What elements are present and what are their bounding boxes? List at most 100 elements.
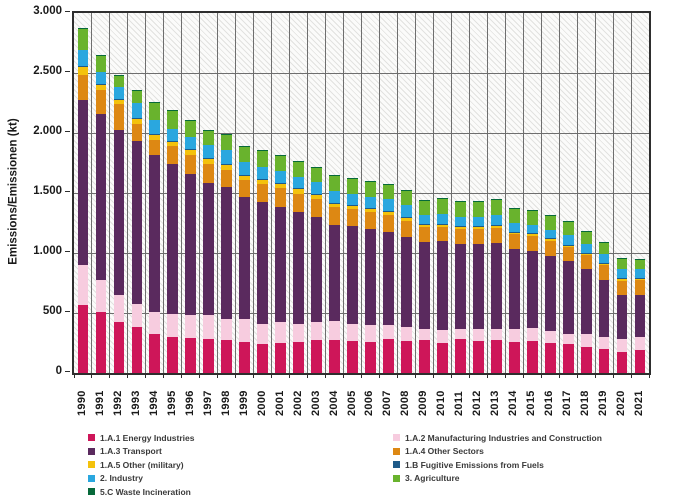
bar-segment xyxy=(580,231,592,232)
gridline-vertical xyxy=(540,13,542,373)
bar-segment xyxy=(167,313,179,337)
bar-segment xyxy=(472,201,484,217)
x-tick-mark xyxy=(522,373,524,378)
bar-segment xyxy=(95,90,107,115)
x-tick-mark xyxy=(594,373,596,378)
gridline-vertical xyxy=(343,13,345,373)
bar-segment xyxy=(616,268,628,279)
bar-segment xyxy=(131,90,143,91)
bar-segment xyxy=(221,165,233,170)
bar-segment xyxy=(347,340,358,373)
bar-segment xyxy=(562,261,574,334)
bar-segment xyxy=(454,201,466,202)
legend-swatch-icon xyxy=(88,434,95,441)
bar-segment xyxy=(329,175,340,176)
bar-segment xyxy=(95,280,107,313)
legend-label: 1.A.1 Energy Industries xyxy=(100,432,195,443)
bar-segment xyxy=(598,265,610,280)
x-tick-label: 2009 xyxy=(417,390,430,416)
bar-segment xyxy=(347,205,358,209)
gridline-vertical xyxy=(486,13,488,373)
bar-segment xyxy=(634,280,646,295)
gridline-vertical xyxy=(576,13,578,373)
gridline-vertical xyxy=(181,13,183,373)
bar-segment xyxy=(580,231,592,244)
bar-segment xyxy=(95,55,107,73)
bar-segment xyxy=(508,328,520,343)
bar-segment xyxy=(508,342,520,373)
y-tick-label: 3.000 xyxy=(33,5,62,17)
gridline-vertical xyxy=(468,13,470,373)
gridline-vertical xyxy=(271,13,273,373)
bar-segment xyxy=(472,244,484,329)
bar-segment xyxy=(436,198,448,199)
x-tick-label: 2006 xyxy=(363,390,376,416)
bar-segment xyxy=(598,241,610,243)
x-tick-label: 1997 xyxy=(201,390,214,416)
gridline-vertical xyxy=(361,13,362,373)
bar-segment xyxy=(347,178,358,179)
x-tick-mark xyxy=(343,373,345,378)
bar-segment xyxy=(490,224,502,226)
bar-segment xyxy=(221,134,233,151)
x-tick-label: 1993 xyxy=(129,390,142,416)
bar-segment xyxy=(185,174,197,315)
bar-segment xyxy=(347,226,358,325)
bar-segment xyxy=(293,193,304,212)
x-tick-mark xyxy=(396,373,398,378)
x-tick-label: 1994 xyxy=(147,390,160,416)
bar-segment xyxy=(419,328,430,340)
bar-segment xyxy=(149,135,161,140)
bar-segment xyxy=(634,268,646,279)
bar-segment xyxy=(113,75,125,88)
gridline-vertical xyxy=(163,13,165,373)
bar-segment xyxy=(95,84,107,85)
bar-segment xyxy=(329,203,340,205)
bar-segment xyxy=(311,217,322,322)
legend-swatch-icon xyxy=(393,461,400,468)
bar-segment xyxy=(203,130,215,131)
bar-segment xyxy=(544,229,556,239)
bar-segment xyxy=(77,50,89,66)
bar-segment xyxy=(167,163,179,314)
x-tick-mark xyxy=(504,373,506,378)
bar-segment xyxy=(383,184,394,199)
bar-segment xyxy=(185,149,197,151)
x-tick-label: 2017 xyxy=(561,390,574,416)
bar-segment xyxy=(95,85,107,91)
legend-label: 3. Agriculture xyxy=(405,473,460,483)
bar-segment xyxy=(293,324,304,343)
bar-segment xyxy=(113,103,125,130)
legend-item: 1.A.3 Transport xyxy=(88,446,393,457)
bar-segment xyxy=(311,194,322,196)
bar-segment xyxy=(436,198,448,214)
bar-segment xyxy=(77,75,89,101)
bar-segment xyxy=(293,188,304,190)
bar-segment xyxy=(293,160,304,162)
bar-segment xyxy=(329,321,340,340)
bar-segment xyxy=(526,233,538,235)
bar-segment xyxy=(419,214,430,225)
x-tick-label: 1991 xyxy=(93,390,106,416)
x-tick-mark xyxy=(181,373,183,378)
bar-segment xyxy=(454,229,466,244)
bar-segment xyxy=(616,278,628,280)
gridline-vertical xyxy=(522,13,524,373)
x-tick-label: 2011 xyxy=(453,390,466,416)
y-tick-label: 1.000 xyxy=(33,245,62,257)
bar-segment xyxy=(131,118,143,124)
bar-segment xyxy=(472,229,484,244)
bar-segment xyxy=(383,214,394,232)
bar-segment xyxy=(634,337,646,350)
bar-segment xyxy=(365,211,376,229)
bar-segment xyxy=(311,181,322,195)
bar-segment xyxy=(203,183,215,316)
bar-segment xyxy=(383,211,394,212)
bar-segment xyxy=(454,244,466,329)
x-tick-mark xyxy=(540,373,542,378)
legend-swatch-icon xyxy=(393,434,400,441)
bar-segment xyxy=(454,339,466,373)
bar-segment xyxy=(185,120,197,121)
bar-segment xyxy=(257,202,269,325)
